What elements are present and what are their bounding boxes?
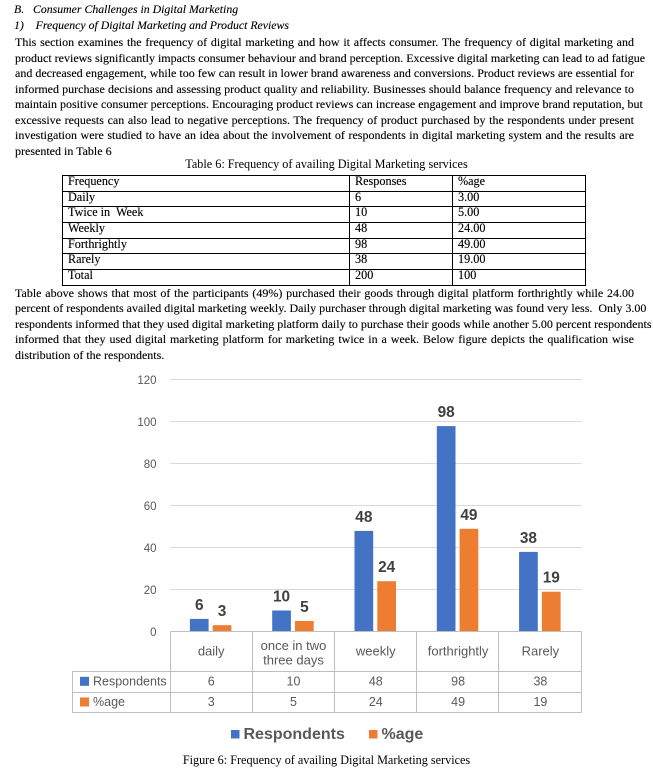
svg-text:Respondents: Respondents <box>244 726 345 743</box>
svg-text:weekly: weekly <box>355 644 396 659</box>
svg-text:5: 5 <box>290 695 297 709</box>
svg-text:19: 19 <box>543 570 560 587</box>
svg-text:38: 38 <box>533 675 547 689</box>
svg-text:98: 98 <box>451 675 465 689</box>
svg-text:3: 3 <box>208 695 215 709</box>
svg-text:20: 20 <box>144 585 157 597</box>
svg-text:%age: %age <box>382 726 424 743</box>
svg-text:6: 6 <box>208 675 215 689</box>
svg-text:3: 3 <box>218 603 227 620</box>
svg-text:120: 120 <box>137 375 156 387</box>
svg-text:Rarely: Rarely <box>522 644 560 659</box>
svg-text:100: 100 <box>137 417 156 429</box>
svg-text:forthrightly: forthrightly <box>428 644 489 659</box>
svg-text:40: 40 <box>144 543 157 555</box>
svg-text:10: 10 <box>287 675 301 689</box>
svg-text:49: 49 <box>451 695 465 709</box>
svg-text:19: 19 <box>533 695 547 709</box>
svg-text:80: 80 <box>144 459 157 471</box>
svg-text:60: 60 <box>144 501 157 513</box>
svg-text:%age: %age <box>93 695 125 709</box>
svg-text:24: 24 <box>378 559 396 576</box>
svg-text:38: 38 <box>520 530 538 547</box>
svg-text:0: 0 <box>150 627 156 639</box>
svg-text:daily: daily <box>198 644 225 659</box>
svg-text:Respondents: Respondents <box>93 675 167 689</box>
svg-text:48: 48 <box>355 509 373 526</box>
svg-text:48: 48 <box>369 675 383 689</box>
svg-text:98: 98 <box>438 404 456 421</box>
svg-text:24: 24 <box>369 695 383 709</box>
svg-text:once in two: once in two <box>261 638 327 653</box>
svg-text:three days: three days <box>263 653 324 668</box>
svg-text:6: 6 <box>195 597 204 614</box>
svg-text:10: 10 <box>273 589 290 606</box>
svg-text:49: 49 <box>460 507 477 524</box>
svg-text:5: 5 <box>300 599 309 616</box>
